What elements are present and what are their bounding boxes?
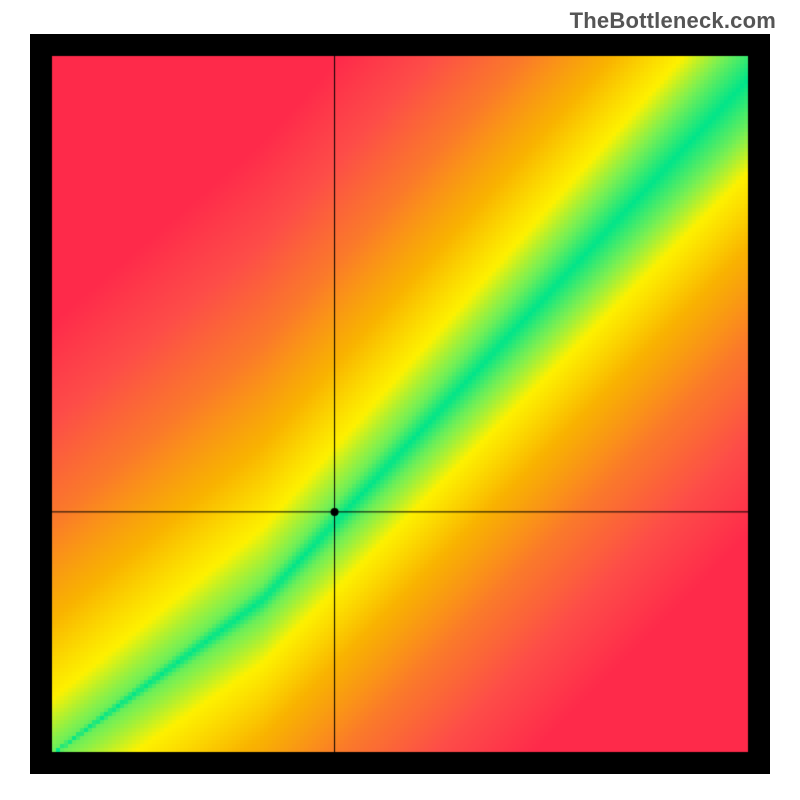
heatmap-canvas [30,34,770,774]
watermark-text: TheBottleneck.com [570,8,776,34]
plot-frame [30,34,770,774]
